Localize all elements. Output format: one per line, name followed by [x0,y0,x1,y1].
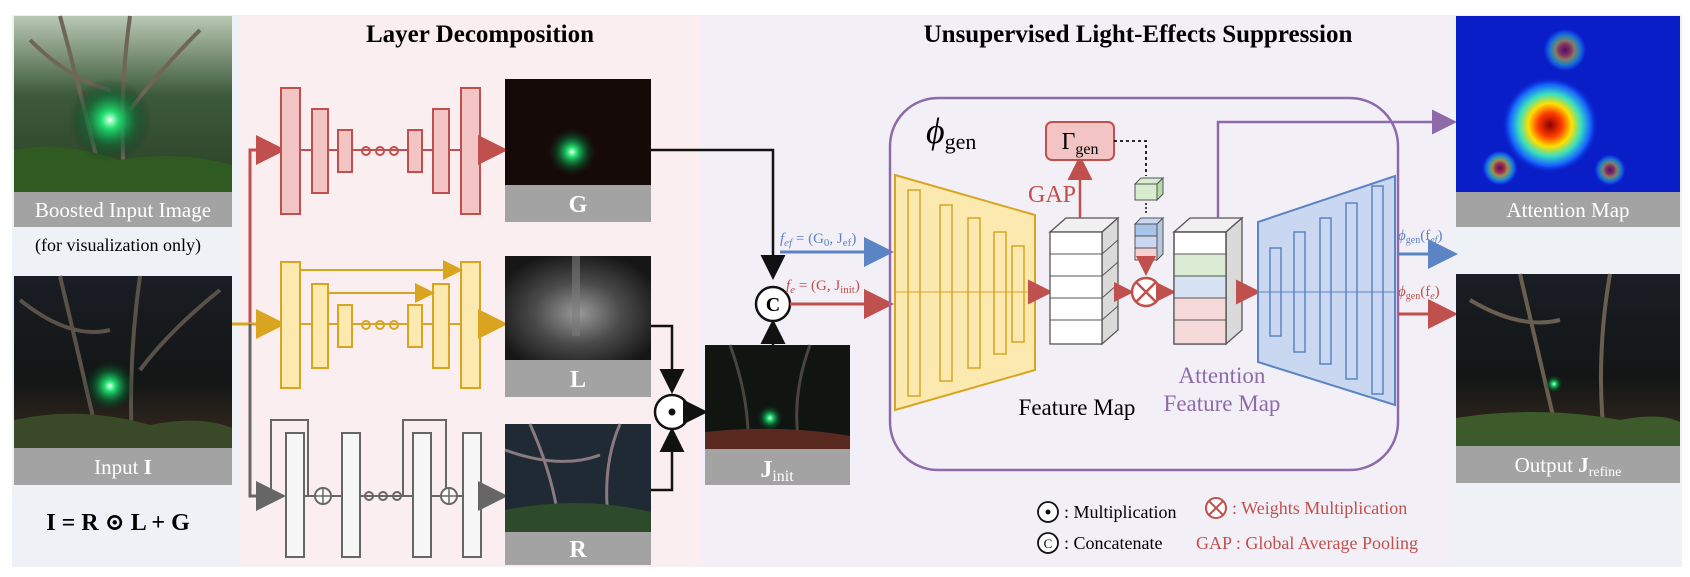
multiplication-dot [668,408,676,416]
decoder [1257,174,1396,407]
phi-e-output-label: ϕgen(fe) [1398,284,1440,302]
boosted-note: (for visualization only) [35,235,201,256]
decomposition-equation: I = R ⊙ L + G [46,510,190,536]
l-caption-bar [505,360,651,397]
layer-decomposition-title: Layer Decomposition [366,21,594,48]
legend-concatenate-icon [1037,532,1059,554]
output-image [1456,273,1680,447]
encoder [894,173,1036,412]
r-caption: R [569,537,587,563]
weights-vector [1133,176,1165,262]
r-decomposition-network [270,419,508,558]
r-to-mult-arrow [651,427,685,492]
attention-map-arrow [1216,109,1457,218]
gamma-gen-label: Γgen [1062,129,1099,158]
suppression-title: Unsupervised Light-Effects Suppression [924,21,1353,48]
attention-label-line1: Attention [1179,363,1266,388]
weights-dotted-arrow [1114,140,1147,176]
phi-ef-output-label: ϕgen(fef) [1398,228,1442,246]
legend-gap: GAP : Global Average Pooling [1196,533,1418,553]
legend-multiplication-dot [1045,509,1051,515]
output-caption: Output Jrefine [1515,453,1622,480]
attention-map-caption: Attention Map [1506,198,1629,222]
input-image [14,275,232,449]
l-caption: L [570,367,586,393]
j-init-image [705,344,850,450]
boosted-caption: Boosted Input Image [35,198,211,222]
attention-feature-map-cube [1172,216,1244,346]
f-ef-label: fef = (G0, Jef) [780,231,856,249]
g-to-concat-arrow [651,148,786,280]
legend-weights-x2 [1208,500,1224,516]
legend-multiplication: : Multiplication [1064,502,1177,522]
l-to-mult-arrow [651,324,685,394]
legend-concatenate-symbol: C [1044,536,1053,551]
g-decomposition-network [280,87,508,215]
r-layer-image [504,423,651,533]
g-layer-image [505,79,651,185]
j-init-caption-bar [705,449,850,485]
l-decomposition-network [280,260,508,389]
boosted-input-image [14,15,232,193]
legend: : Multiplication C : Concatenate : Weigh… [1037,497,1418,554]
boosted-caption-bar [14,192,232,227]
generator-box [888,96,1400,472]
j-init-caption: Jinit [760,457,794,485]
feature-map-label: Feature Map [1019,395,1136,420]
r-caption-bar [505,532,651,565]
g-caption-bar [505,185,651,222]
f-e-label: fe = (G, Jinit) [786,278,860,296]
phi-gen-label: ϕgen [926,111,976,154]
weights-mult-x2 [1135,281,1157,303]
attention-map-caption-bar [1456,192,1680,227]
input-caption: Input I [94,455,152,479]
feature-map-cube [1048,216,1120,346]
attention-label-line2: Feature Map [1164,391,1281,416]
output-caption-bar [1456,446,1680,483]
branch-arrow-g [248,135,286,324]
attention-map-image [1456,16,1680,192]
legend-weights-multiplication: : Weights Multiplication [1232,498,1407,518]
concatenate-symbol: C [766,294,780,316]
gap-label: GAP [1028,182,1076,208]
l-layer-image [505,256,651,360]
input-caption-bar [14,448,232,485]
legend-concatenate: : Concatenate [1064,533,1162,553]
g-caption: G [569,192,588,218]
